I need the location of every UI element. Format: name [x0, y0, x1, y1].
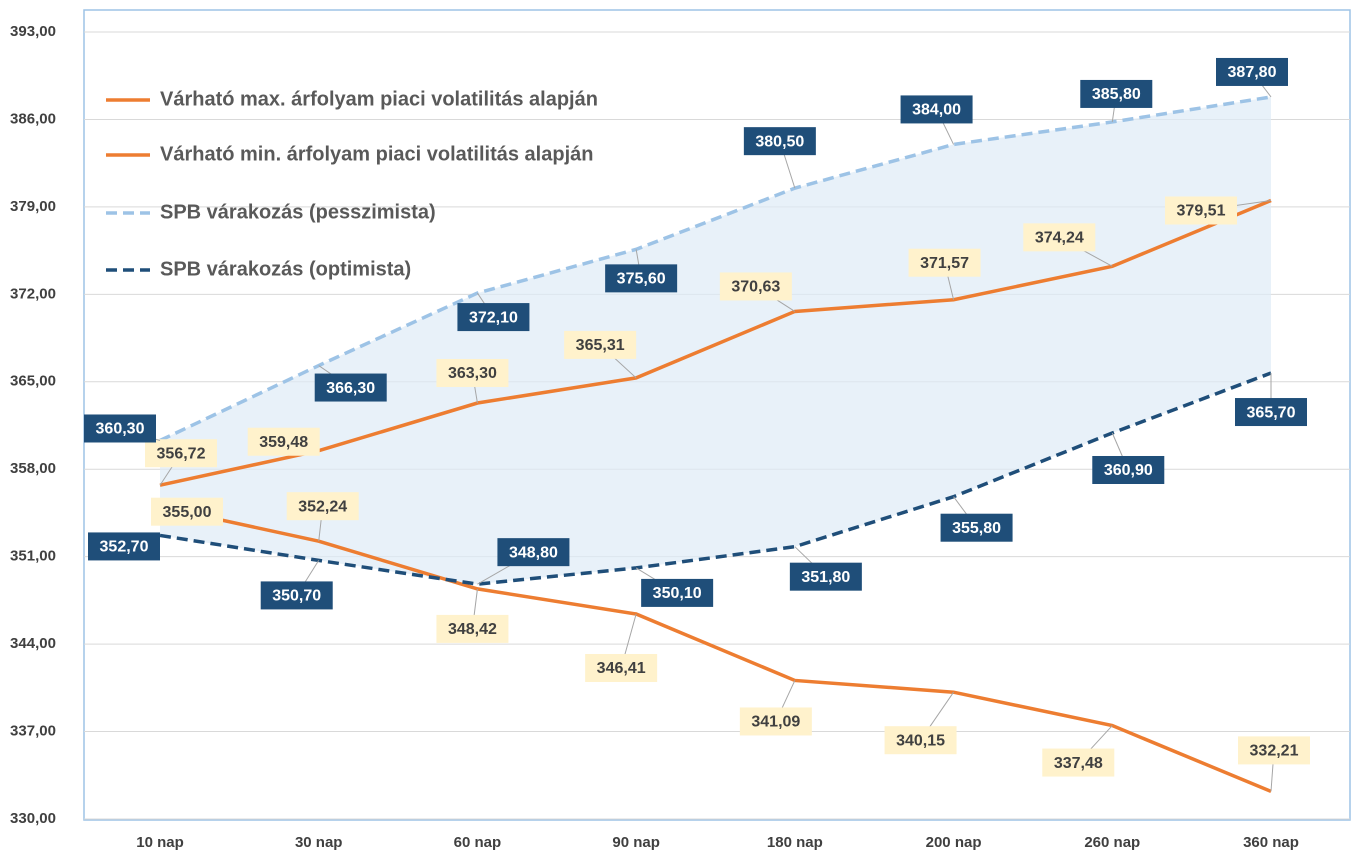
y-tick-label: 372,00 [10, 285, 56, 302]
value-label: 359,48 [259, 434, 308, 451]
band-area [160, 96, 1271, 585]
value-label: 372,10 [469, 309, 518, 326]
value-label-box [1216, 57, 1288, 86]
series-line [159, 371, 1272, 586]
y-tick-label: 393,00 [10, 23, 56, 40]
value-label-box [145, 439, 217, 468]
x-tick-label: 90 nap [612, 834, 660, 851]
y-tick-label: 358,00 [10, 460, 56, 477]
value-label: 375,60 [617, 271, 666, 288]
x-tick-label: 200 nap [926, 834, 982, 851]
value-label-box [743, 127, 816, 156]
value-label-box [1023, 223, 1096, 252]
value-label: 348,80 [509, 544, 558, 561]
value-label-box [88, 532, 160, 561]
series-line [159, 504, 1272, 794]
y-tick-label: 386,00 [10, 110, 56, 127]
value-label-box [436, 359, 509, 388]
value-label-box [585, 654, 658, 683]
value-label-box [605, 264, 678, 293]
x-tick-label: 180 nap [767, 834, 823, 851]
value-label: 365,70 [1247, 404, 1296, 421]
y-tick-label: 365,00 [10, 373, 56, 390]
y-tick-label: 351,00 [10, 548, 56, 565]
value-label-box [739, 707, 812, 736]
series-line [159, 198, 1272, 487]
x-tick-label: 260 nap [1084, 834, 1140, 851]
value-label-box [314, 373, 387, 402]
value-label: 365,31 [576, 337, 625, 354]
value-label-box [719, 272, 792, 301]
legend-label: Várható max. árfolyam piaci volatilitás … [160, 88, 598, 110]
y-tick-label: 330,00 [10, 810, 56, 827]
value-label: 351,80 [801, 569, 850, 586]
value-label-box [286, 492, 359, 521]
legend-label: SPB várakozás (pesszimista) [160, 201, 436, 223]
series-line [159, 95, 1272, 443]
x-tick-label: 360 nap [1243, 834, 1299, 851]
legend-label: Várható min. árfolyam piaci volatilitás … [160, 143, 593, 165]
value-label-box [1235, 398, 1307, 427]
y-tick-label: 379,00 [10, 198, 56, 215]
value-label: 355,00 [163, 504, 212, 521]
y-tick-label: 344,00 [10, 635, 56, 652]
value-label: 352,70 [100, 539, 149, 556]
value-label: 356,72 [157, 445, 206, 462]
value-label: 350,70 [272, 588, 321, 605]
value-label: 350,10 [653, 585, 702, 602]
value-label-box [457, 303, 530, 332]
value-label-box [1238, 736, 1310, 765]
value-label: 379,51 [1177, 203, 1226, 220]
value-label: 341,09 [751, 714, 800, 731]
x-tick-label: 10 nap [136, 834, 184, 851]
value-label-box [84, 414, 156, 443]
value-label: 385,80 [1092, 86, 1141, 103]
value-label: 360,30 [96, 421, 145, 438]
value-label-box [908, 248, 981, 277]
value-label-box [1165, 196, 1237, 225]
value-label-box [436, 614, 509, 643]
value-label: 374,24 [1035, 230, 1084, 247]
value-label-box [789, 562, 862, 591]
value-label: 387,80 [1228, 64, 1277, 81]
value-label: 337,48 [1054, 755, 1103, 772]
value-label: 346,41 [597, 660, 646, 677]
value-label-box [1080, 79, 1153, 108]
value-label-box [900, 95, 973, 124]
value-label-box [940, 513, 1013, 542]
value-label-box [1092, 455, 1165, 484]
x-tick-label: 60 nap [454, 834, 502, 851]
value-label: 370,63 [731, 279, 780, 296]
value-label: 332,21 [1250, 743, 1299, 760]
x-tick-label: 30 nap [295, 834, 343, 851]
value-label-box [1042, 748, 1115, 777]
value-label: 348,42 [448, 621, 497, 638]
value-label-box [884, 726, 957, 755]
value-label: 363,30 [448, 365, 497, 382]
value-label: 355,80 [952, 520, 1001, 537]
value-label: 360,90 [1104, 462, 1153, 479]
value-label-box [497, 538, 570, 567]
value-label: 371,57 [920, 255, 969, 272]
value-label-box [247, 427, 320, 456]
value-label-box [564, 330, 637, 359]
value-label: 352,24 [298, 498, 347, 515]
value-label: 366,30 [326, 380, 375, 397]
value-label-box [641, 578, 714, 607]
value-label-box [260, 581, 333, 610]
value-label: 340,15 [896, 732, 945, 749]
value-label: 380,50 [755, 133, 804, 150]
value-label: 384,00 [912, 102, 961, 119]
legend-label: SPB várakozás (optimista) [160, 258, 411, 280]
value-label-box [151, 497, 223, 526]
y-tick-label: 337,00 [10, 723, 56, 740]
